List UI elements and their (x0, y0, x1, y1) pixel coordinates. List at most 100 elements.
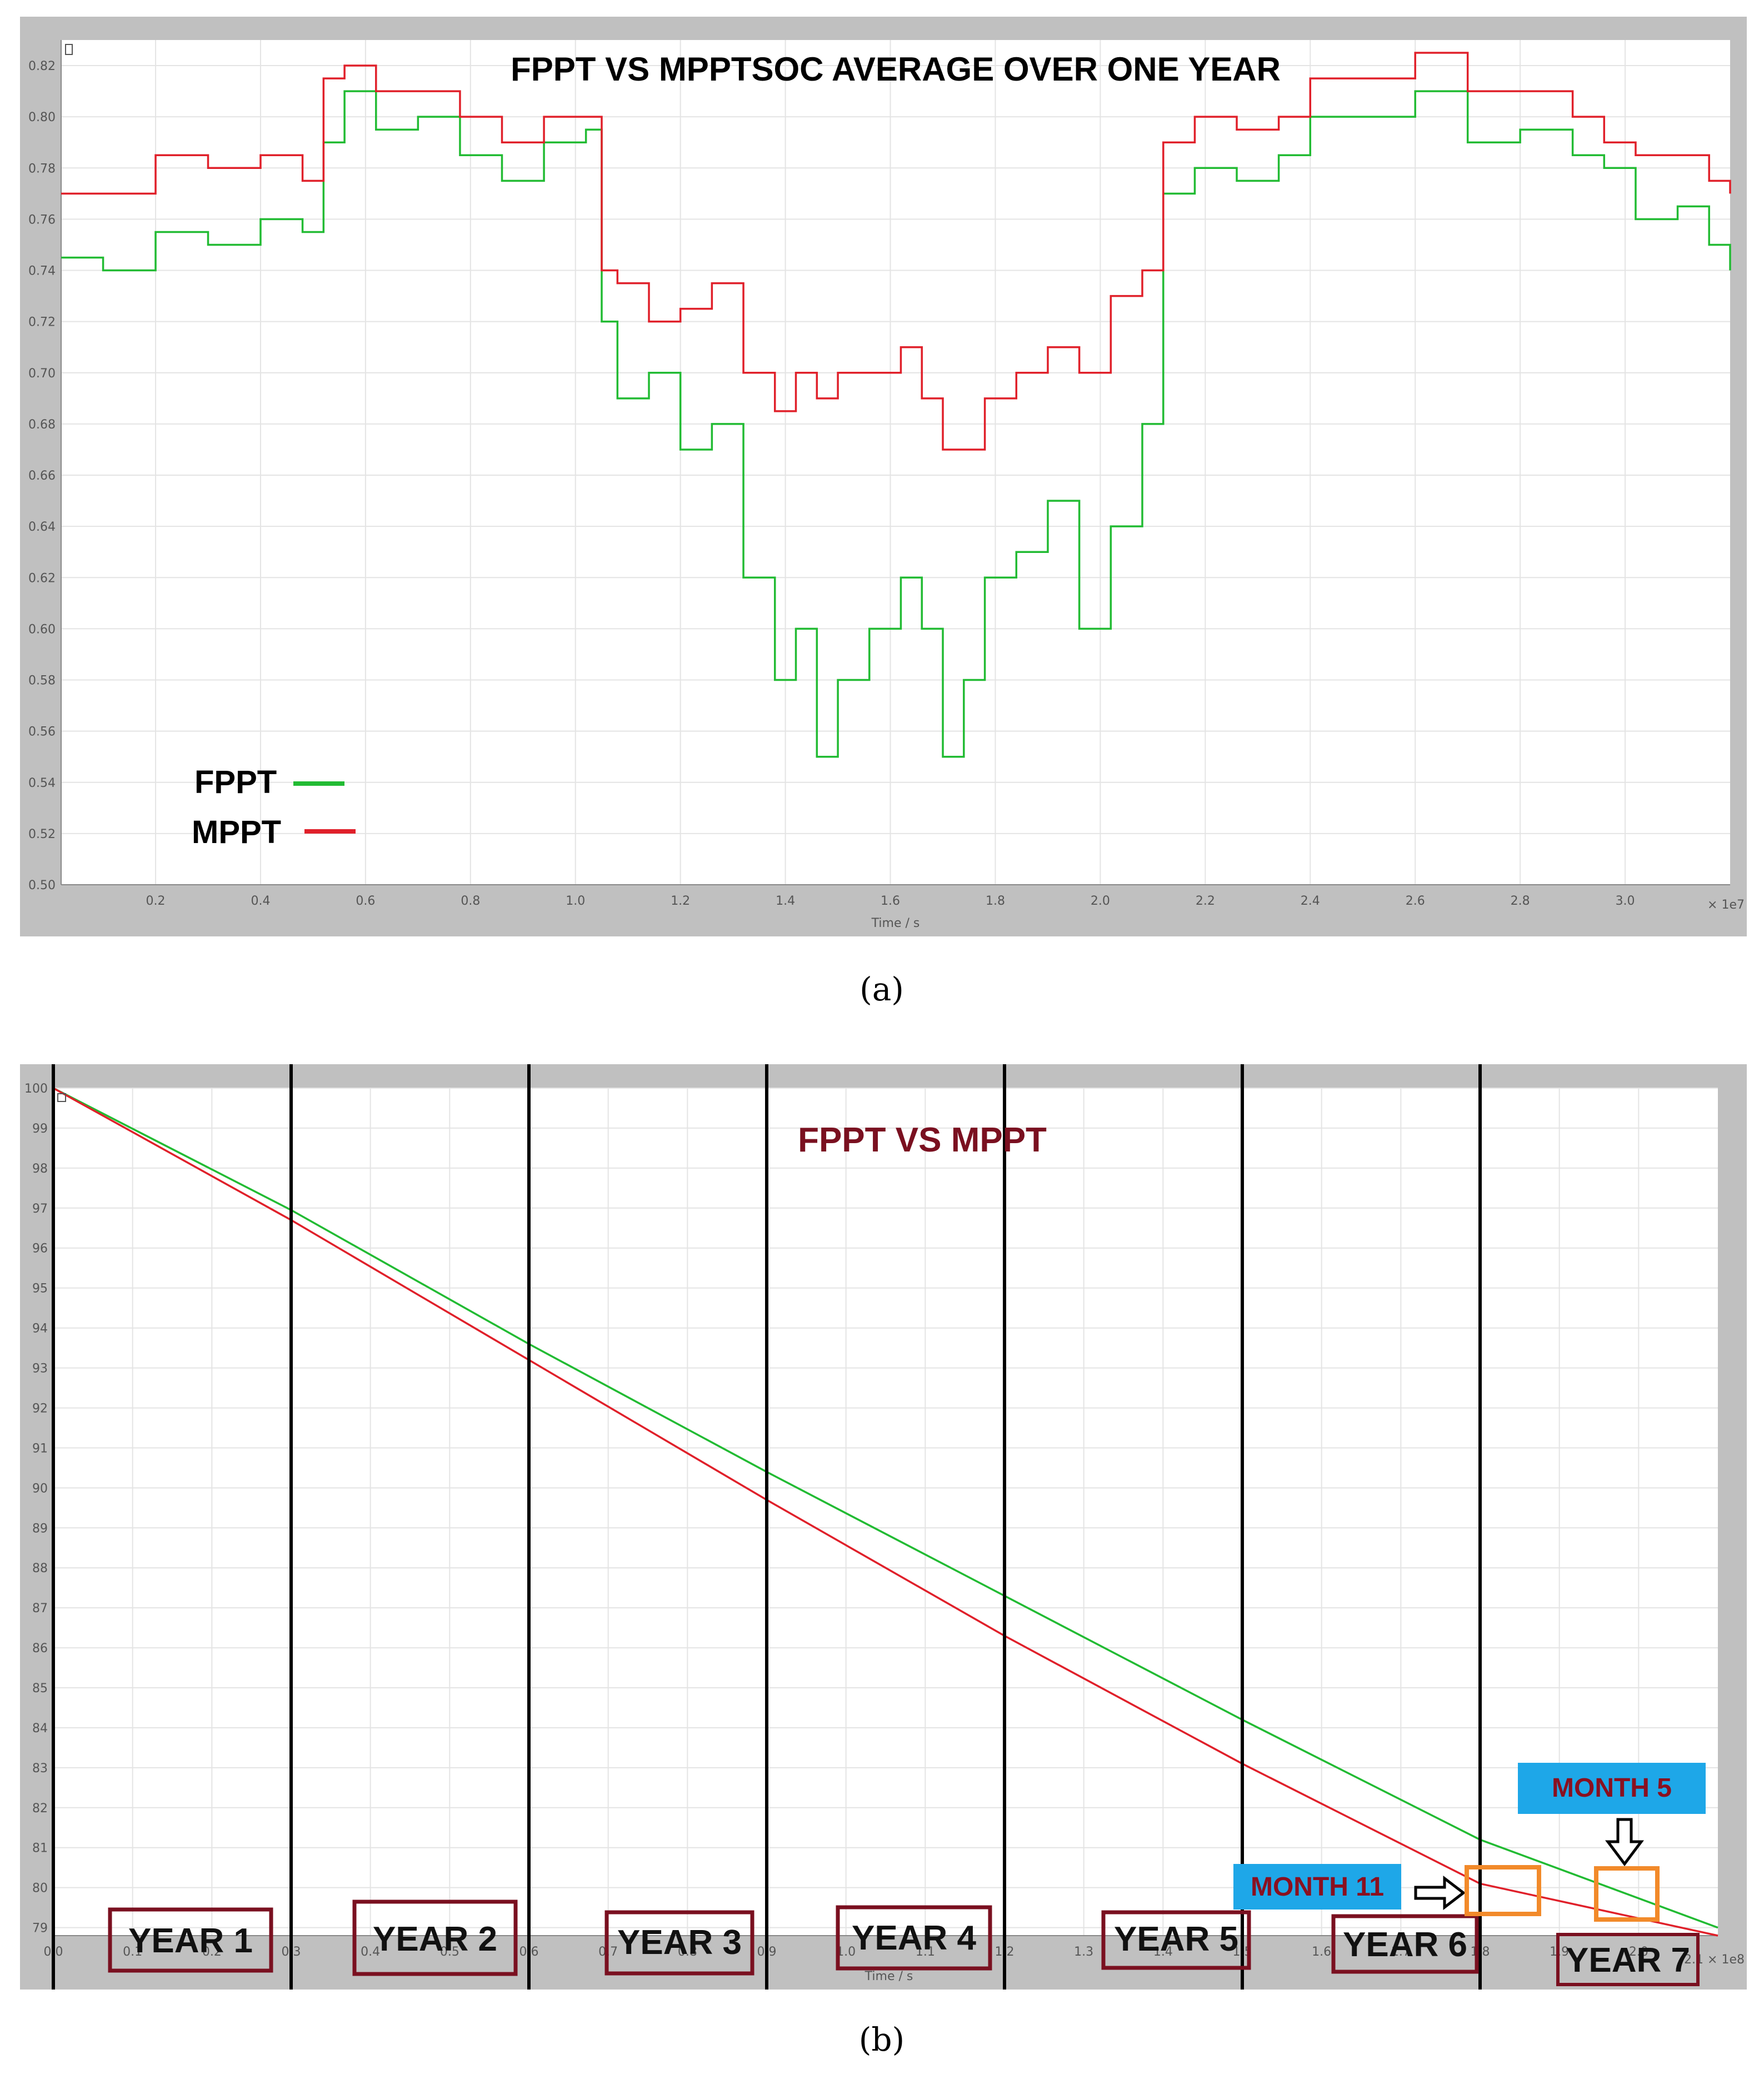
x-tick-label: 0.4 (251, 894, 270, 908)
x-tick-label: 1.0 (566, 894, 585, 908)
y-tick-label: 94 (32, 1322, 48, 1336)
x-tick-label: 2.4 (1301, 894, 1320, 908)
x-tick-label: 0.5 (440, 1945, 459, 1959)
down-arrow-icon (1605, 1818, 1644, 1867)
y-tick-label: 99 (32, 1122, 48, 1136)
year-label-box (1331, 1914, 1479, 1974)
series-line-mppt (53, 1087, 1718, 1937)
y-tick-label: 87 (32, 1602, 48, 1616)
y-tick-label: 81 (32, 1842, 48, 1856)
month-5-highlight-box (1594, 1866, 1660, 1922)
panel-b-series (53, 1087, 1718, 1937)
y-tick-label: 96 (32, 1242, 48, 1256)
panel-b-plot-area (53, 1088, 1718, 1936)
year-label-box (352, 1899, 518, 1976)
year-label-text: YEAR 3 (617, 1923, 742, 1962)
resize-handle-icon (57, 1093, 66, 1102)
year-label-3: YEAR 3 (604, 1910, 754, 1976)
year-label-1: YEAR 1 (108, 1907, 273, 1973)
series-line-fppt (53, 1087, 1718, 1929)
panel-b-x-multiplier: 2.1 × 1e8 (1684, 1953, 1745, 1967)
y-tick-label: 0.62 (28, 571, 56, 585)
y-tick-label: 0.68 (28, 418, 56, 432)
x-tick-label: 1.6 (881, 894, 900, 908)
year-label-6: YEAR 6 (1331, 1914, 1479, 1974)
y-tick-label: 0.54 (28, 776, 56, 790)
y-tick-label: 0.78 (28, 162, 56, 176)
y-tick-label: 0.64 (28, 520, 56, 534)
year-label-text: YEAR 4 (852, 1919, 976, 1957)
y-tick-label: 0.80 (28, 111, 56, 124)
y-tick-label: 0.60 (28, 622, 56, 636)
legend-mppt-label: MPPT (192, 814, 281, 850)
panel-a-x-axis-label: Time / s (871, 916, 920, 930)
panel-b-caption: (b) (859, 2021, 905, 2058)
year-label-text: YEAR 2 (373, 1920, 497, 1958)
y-tick-label: 97 (32, 1202, 48, 1216)
panel-a-legend: FPPT MPPT (192, 764, 356, 850)
y-tick-label: 0.74 (28, 265, 56, 278)
y-tick-label: 0.56 (28, 725, 56, 739)
y-tick-label: 98 (32, 1162, 48, 1176)
y-tick-label: 0.66 (28, 469, 56, 483)
y-tick-label: 0.50 (28, 879, 56, 893)
x-tick-label: 1.8 (986, 894, 1005, 908)
panel-b-x-axis-label: Time / s (864, 1970, 913, 1983)
panel-a-corner-icon (65, 44, 73, 55)
x-tick-label: 0.6 (356, 894, 375, 908)
month-11-highlight-box (1465, 1865, 1541, 1916)
x-tick-label: 2.8 (1511, 894, 1530, 908)
year-label-box (1556, 1933, 1700, 1986)
year-label-text: YEAR 7 (1566, 1941, 1690, 1980)
month-5-label-box (1518, 1763, 1706, 1814)
panel-a: 0.50 0.52 0.54 0.56 0.58 0.60 0.62 0.64 0.66 0.68… (20, 17, 1747, 1008)
month-11-label-box (1233, 1864, 1401, 1910)
year-label-text: YEAR 6 (1343, 1926, 1467, 1964)
panel-a-title: FPPT VS MPPTSOC AVERAGE OVER ONE YEAR (511, 51, 1281, 88)
y-tick-label: 88 (32, 1562, 48, 1576)
series-line-mppt (61, 52, 1731, 451)
month-5-annotation: MONTH 5 (1518, 1763, 1706, 1922)
y-tick-label: 0.58 (28, 674, 56, 688)
panel-b: 79 80 81 82 83 84 85 86 87 88 89 90 91 92 93 94 95 96 97 98… (20, 1064, 1747, 2058)
x-tick-label: 1.6 (1312, 1945, 1331, 1959)
y-tick-label: 92 (32, 1402, 48, 1415)
x-tick-label: 1.4 (1153, 1945, 1173, 1959)
x-tick-label: 2.0 (1091, 894, 1110, 908)
x-tick-label: 0.2 (146, 894, 166, 908)
x-tick-label: 1.3 (1074, 1945, 1093, 1959)
panel-a-x-multiplier: × 1e7 (1707, 898, 1745, 912)
resize-handle-icon (65, 44, 73, 55)
y-tick-label: 83 (32, 1762, 48, 1776)
panel-b-y-ticks: 79 80 81 82 83 84 85 86 87 88 89 90 91 92 93 94 95 96 97 98… (24, 1082, 48, 1936)
year-label-text: YEAR 5 (1114, 1920, 1238, 1958)
year-label-box (108, 1907, 273, 1973)
panel-b-year-dividers (52, 1064, 1482, 1990)
y-tick-label: 0.70 (28, 367, 56, 381)
x-tick-label: 2.6 (1406, 894, 1425, 908)
x-tick-label: 0.4 (361, 1945, 380, 1959)
year-label-box (604, 1910, 754, 1976)
y-tick-label: 93 (32, 1362, 48, 1376)
series-line-fppt (61, 90, 1731, 758)
y-tick-label: 79 (32, 1922, 48, 1936)
x-tick-label: 0.8 (678, 1945, 697, 1959)
y-tick-label: 0.52 (28, 827, 56, 841)
month-5-label-text: MONTH 5 (1552, 1773, 1672, 1803)
year-label-text: YEAR 1 (128, 1922, 253, 1960)
x-tick-label: 0.2 (202, 1945, 222, 1959)
panel-a-x-ticks: 0.2 0.4 0.6 0.8 1.0 1.2 1.4 1.6 1.8 2.0 2.2 2.4 2.6 2… (146, 894, 1635, 908)
year-label-box (1101, 1910, 1251, 1970)
right-arrow-icon (1414, 1875, 1466, 1911)
y-tick-label: 80 (32, 1882, 48, 1896)
month-11-annotation: MONTH 11 (1233, 1864, 1541, 1916)
legend-fppt-label: FPPT (194, 764, 277, 800)
x-tick-label: 2.0 (1629, 1945, 1648, 1959)
y-tick-label: 100 (24, 1082, 48, 1096)
panel-b-grid (53, 1088, 1718, 1936)
x-tick-label: 1.1 (916, 1945, 935, 1959)
month-11-label-text: MONTH 11 (1251, 1872, 1384, 1902)
y-tick-label: 82 (32, 1802, 48, 1816)
y-tick-label: 90 (32, 1482, 48, 1495)
